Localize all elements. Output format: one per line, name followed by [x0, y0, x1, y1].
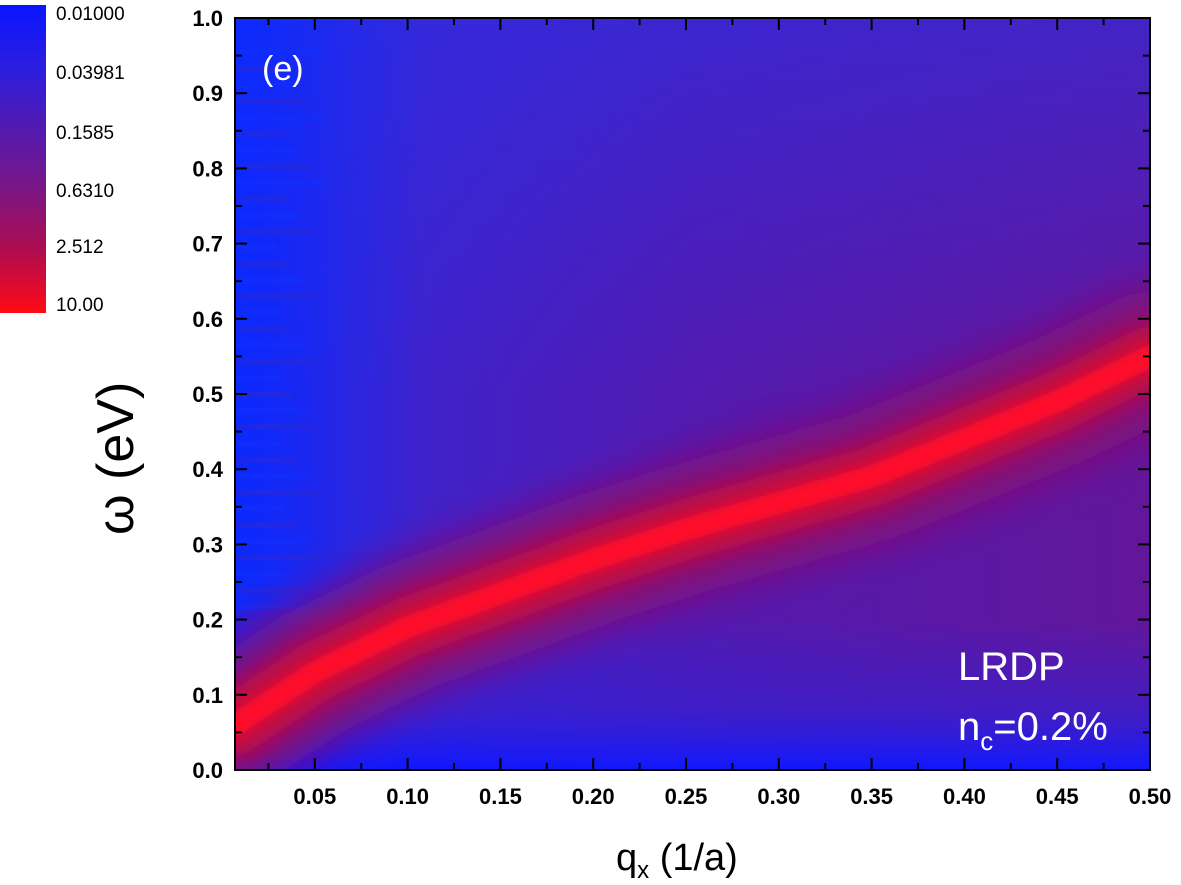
colorbar: 0.01000 0.03981 0.1585 0.6310 2.512 10.00: [0, 4, 125, 316]
x-axis-title: qx (1/a): [616, 837, 738, 884]
colorbar-label: 0.03981: [56, 63, 125, 84]
colorbar-gradient: [0, 5, 46, 313]
concentration-rest: =0.2%: [993, 705, 1108, 749]
x-tick-label: 0.20: [572, 784, 615, 809]
panel-label: (e): [262, 50, 304, 88]
x-tick-label: 0.25: [665, 784, 708, 809]
x-tick-label: 0.35: [850, 784, 893, 809]
y-tick-label: 0.2: [192, 608, 223, 633]
x-tick-label: 0.15: [479, 784, 522, 809]
y-tick-label: 0.6: [192, 307, 223, 332]
y-tick-label: 0.3: [192, 532, 223, 557]
y-tick-label: 0.1: [192, 683, 223, 708]
x-axis-title-main: q: [616, 837, 637, 879]
colorbar-label: 2.512: [56, 237, 104, 258]
x-tick-label: 0.45: [1036, 784, 1079, 809]
colorbar-label: 0.01000: [56, 4, 125, 25]
concentration-main: n: [958, 705, 980, 749]
heatmap-area: [235, 18, 1150, 770]
y-tick-label: 0.9: [192, 81, 223, 106]
model-annotation: LRDP: [958, 645, 1065, 689]
y-tick-label: 0.7: [192, 232, 223, 257]
y-axis-title: ω (eV): [87, 382, 145, 535]
colorbar-labels: 0.01000 0.03981 0.1585 0.6310 2.512 10.00: [56, 4, 125, 316]
colorbar-label: 10.00: [56, 295, 104, 316]
x-tick-label: 0.50: [1129, 784, 1172, 809]
colorbar-label: 0.1585: [56, 123, 114, 144]
concentration-annotation: nc=0.2%: [958, 705, 1108, 756]
x-tick-label: 0.30: [757, 784, 800, 809]
concentration-sub: c: [980, 726, 993, 756]
y-axis-ticks: 0.0 0.1 0.2 0.3 0.4 0.5 0.6 0.7 0.8 0.9 1.0: [192, 6, 1150, 783]
dispersion-peak-core: [235, 345, 1150, 736]
y-tick-label: 0.4: [192, 457, 223, 482]
x-axis-title-sub: x: [637, 857, 649, 884]
colorbar-label: 0.6310: [56, 181, 114, 202]
x-tick-label: 0.10: [386, 784, 429, 809]
y-tick-label: 0.0: [192, 758, 223, 783]
x-axis-ticks: 0.05 0.10 0.15 0.20 0.25 0.30 0.35 0.40 0.45 0.50: [267, 18, 1172, 809]
x-tick-label: 0.40: [943, 784, 986, 809]
y-tick-label: 0.5: [192, 382, 223, 407]
x-axis-title-rest: (1/a): [649, 837, 738, 879]
y-tick-label: 1.0: [192, 6, 223, 31]
x-tick-label: 0.05: [293, 784, 336, 809]
y-tick-label: 0.8: [192, 156, 223, 181]
